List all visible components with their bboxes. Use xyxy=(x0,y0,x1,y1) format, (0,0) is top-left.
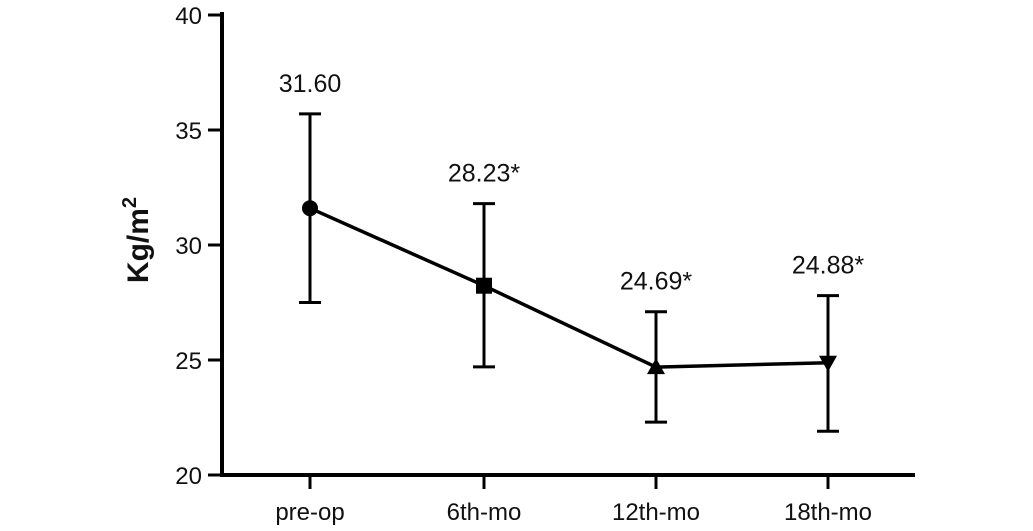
plot-area: 31.60 28.23* 24.69* 24.88* xyxy=(279,70,865,433)
x-tick-label: 18th-mo xyxy=(784,499,872,526)
y-tick-label: 25 xyxy=(175,348,202,375)
y-axis: 20 25 30 35 40 xyxy=(175,3,224,490)
data-label: 24.69* xyxy=(620,268,693,296)
y-axis-title-superscript: 2 xyxy=(119,197,141,208)
x-tick-label: 12th-mo xyxy=(612,499,700,526)
data-label: 31.60 xyxy=(279,70,342,98)
y-axis-title: Kg/m2 xyxy=(119,197,155,283)
x-tick-label: 6th-mo xyxy=(447,499,522,526)
data-label: 24.88* xyxy=(792,252,865,280)
x-axis: pre-op 6th-mo 12th-mo 18th-mo xyxy=(220,473,915,526)
data-label: 28.23* xyxy=(448,160,521,188)
y-tick-label: 40 xyxy=(175,3,202,30)
data-point-triangle-up xyxy=(647,358,665,375)
y-tick-label: 30 xyxy=(175,233,202,260)
data-point-square xyxy=(476,277,492,294)
y-axis-title-text: Kg/m xyxy=(122,208,155,283)
series-line xyxy=(309,206,829,369)
y-tick-label: 20 xyxy=(175,463,202,490)
x-tick-label: pre-op xyxy=(275,499,344,526)
y-tick-label: 35 xyxy=(175,118,202,145)
data-point-triangle-down xyxy=(819,355,837,372)
data-point-circle xyxy=(302,200,318,217)
